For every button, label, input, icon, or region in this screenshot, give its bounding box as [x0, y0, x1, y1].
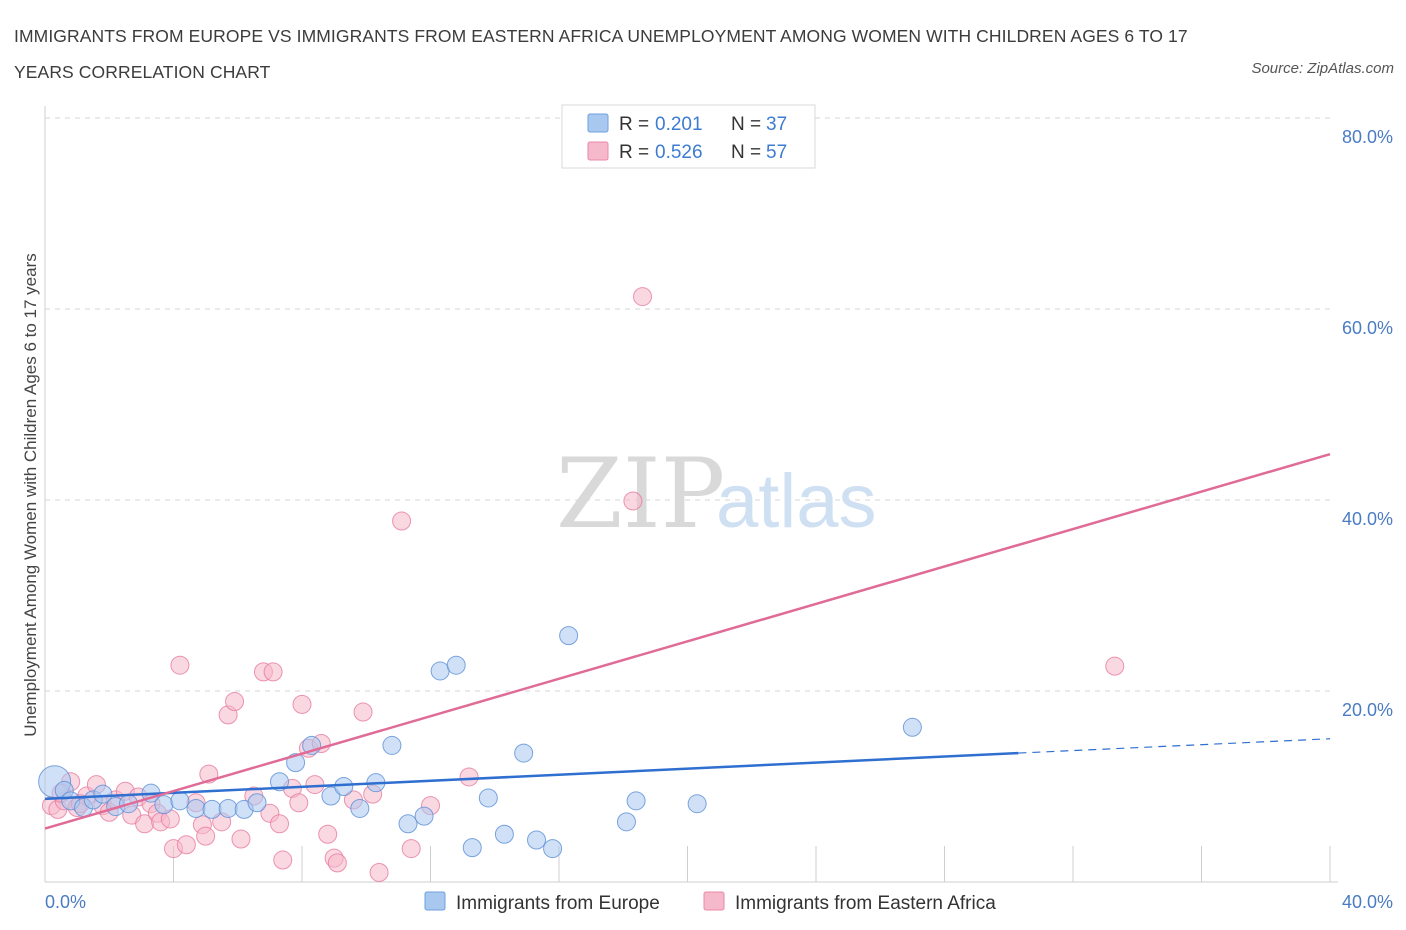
- europe-point-29: [478, 788, 498, 808]
- legend-n-label-eastern-africa: N =: [731, 142, 761, 163]
- y-tick-label-2: 60.0%: [1342, 318, 1393, 338]
- europe-point-24: [398, 814, 418, 834]
- eastern-africa-point-34: [273, 850, 293, 870]
- legend-bottom-label-europe: Immigrants from Europe: [456, 893, 660, 914]
- europe-point-11: [186, 798, 206, 818]
- europe-point-34: [559, 626, 579, 646]
- y-tick-label-1: 40.0%: [1342, 509, 1393, 529]
- legend-stats: R = 0.201 N = 37 R = 0.526 N = 57: [561, 104, 816, 169]
- eastern-africa-point-45: [353, 702, 373, 722]
- axes: [44, 106, 1338, 883]
- europe-point-37: [687, 794, 707, 814]
- europe-point-32: [527, 830, 547, 850]
- eastern-africa-point-49: [401, 839, 421, 859]
- y-tick-label-0: 20.0%: [1342, 700, 1393, 720]
- europe-point-10: [170, 791, 190, 811]
- eastern-africa-point-36: [289, 793, 309, 813]
- legend-bottom-swatch-europe: [424, 891, 446, 911]
- legend-r-label-eastern-africa: R =: [619, 142, 649, 163]
- legend-n-value-europe: 37: [766, 114, 787, 135]
- europe-point-20: [334, 777, 354, 796]
- legend-r-value-eastern-africa: 0.526: [655, 142, 703, 163]
- eastern-africa-point-23: [196, 826, 216, 846]
- europe-point-38: [902, 717, 922, 737]
- europe-point-5: [93, 784, 113, 804]
- y-axis-label: Unemployment Among Women with Children A…: [21, 253, 40, 737]
- y-tick-label-3: 80.0%: [1342, 127, 1393, 147]
- europe-point-19: [321, 786, 341, 806]
- europe-point-13: [218, 798, 238, 818]
- eastern-africa-point-41: [318, 824, 338, 844]
- eastern-africa-point-54: [1105, 656, 1125, 676]
- x-tick-labels: 0.0% 40.0%: [45, 892, 1393, 912]
- eastern-africa-point-32: [263, 662, 283, 682]
- europe-point-35: [616, 812, 636, 832]
- legend-bottom-swatch-eastern-africa: [703, 891, 725, 911]
- watermark-zip: ZIP: [556, 438, 725, 550]
- europe-point-9: [154, 795, 174, 815]
- x-tick-label-0: 0.0%: [45, 892, 86, 912]
- legend-n-label-europe: N =: [731, 114, 761, 135]
- y-tick-labels: 20.0% 40.0% 60.0% 80.0%: [1342, 127, 1393, 720]
- legend-r-value-europe: 0.201: [655, 114, 703, 135]
- europe-point-28: [462, 838, 482, 858]
- watermark-atlas: atlas: [716, 459, 877, 544]
- europe-point-25: [414, 806, 434, 826]
- eastern-africa-point-20: [176, 835, 196, 855]
- eastern-africa-point-47: [369, 862, 389, 882]
- eastern-africa-point-48: [392, 511, 412, 531]
- europe-trend-line: [44, 751, 1019, 801]
- series-europe-points: [38, 626, 922, 859]
- europe-trend-extension: [1018, 738, 1331, 754]
- europe-point-36: [626, 791, 646, 811]
- x-tick-label-1: 40.0%: [1342, 892, 1393, 912]
- europe-point-30: [494, 824, 514, 844]
- eastern-africa-point-19: [170, 655, 190, 675]
- europe-point-26: [430, 661, 450, 681]
- europe-point-16: [270, 772, 290, 792]
- europe-point-15: [247, 793, 267, 813]
- source-label: Source: ZipAtlas.com: [1251, 60, 1394, 77]
- eastern-africa-point-43: [327, 853, 347, 873]
- grid-lines: [45, 117, 1330, 692]
- europe-point-31: [514, 743, 534, 763]
- eastern-africa-point-51: [459, 767, 479, 787]
- europe-point-27: [446, 655, 466, 675]
- legend-r-label-europe: R =: [619, 114, 649, 135]
- eastern-africa-point-52: [623, 491, 643, 511]
- eastern-africa-point-53: [633, 287, 653, 307]
- eastern-africa-point-28: [231, 829, 251, 849]
- legend-swatch-eastern-africa: [587, 141, 609, 161]
- eastern-africa-trend-line: [44, 452, 1331, 830]
- series-eastern-africa-points: [41, 287, 1125, 882]
- trend-lines: [44, 452, 1331, 830]
- eastern-africa-point-27: [225, 692, 245, 712]
- chart-title: IMMIGRANTS FROM EUROPE VS IMMIGRANTS FRO…: [14, 26, 1188, 82]
- eastern-africa-point-37: [292, 694, 312, 714]
- watermark: ZIP atlas: [556, 438, 877, 550]
- europe-point-12: [202, 799, 222, 819]
- legend-swatch-europe: [587, 113, 609, 133]
- europe-point-21: [350, 798, 370, 818]
- legend-bottom-label-eastern-africa: Immigrants from Eastern Africa: [735, 893, 996, 914]
- europe-point-23: [382, 735, 402, 755]
- legend-series: Immigrants from Europe Immigrants from E…: [424, 891, 996, 914]
- europe-point-33: [543, 839, 563, 859]
- legend-n-value-eastern-africa: 57: [766, 142, 787, 163]
- eastern-africa-point-33: [270, 814, 290, 834]
- eastern-africa-point-39: [305, 775, 325, 795]
